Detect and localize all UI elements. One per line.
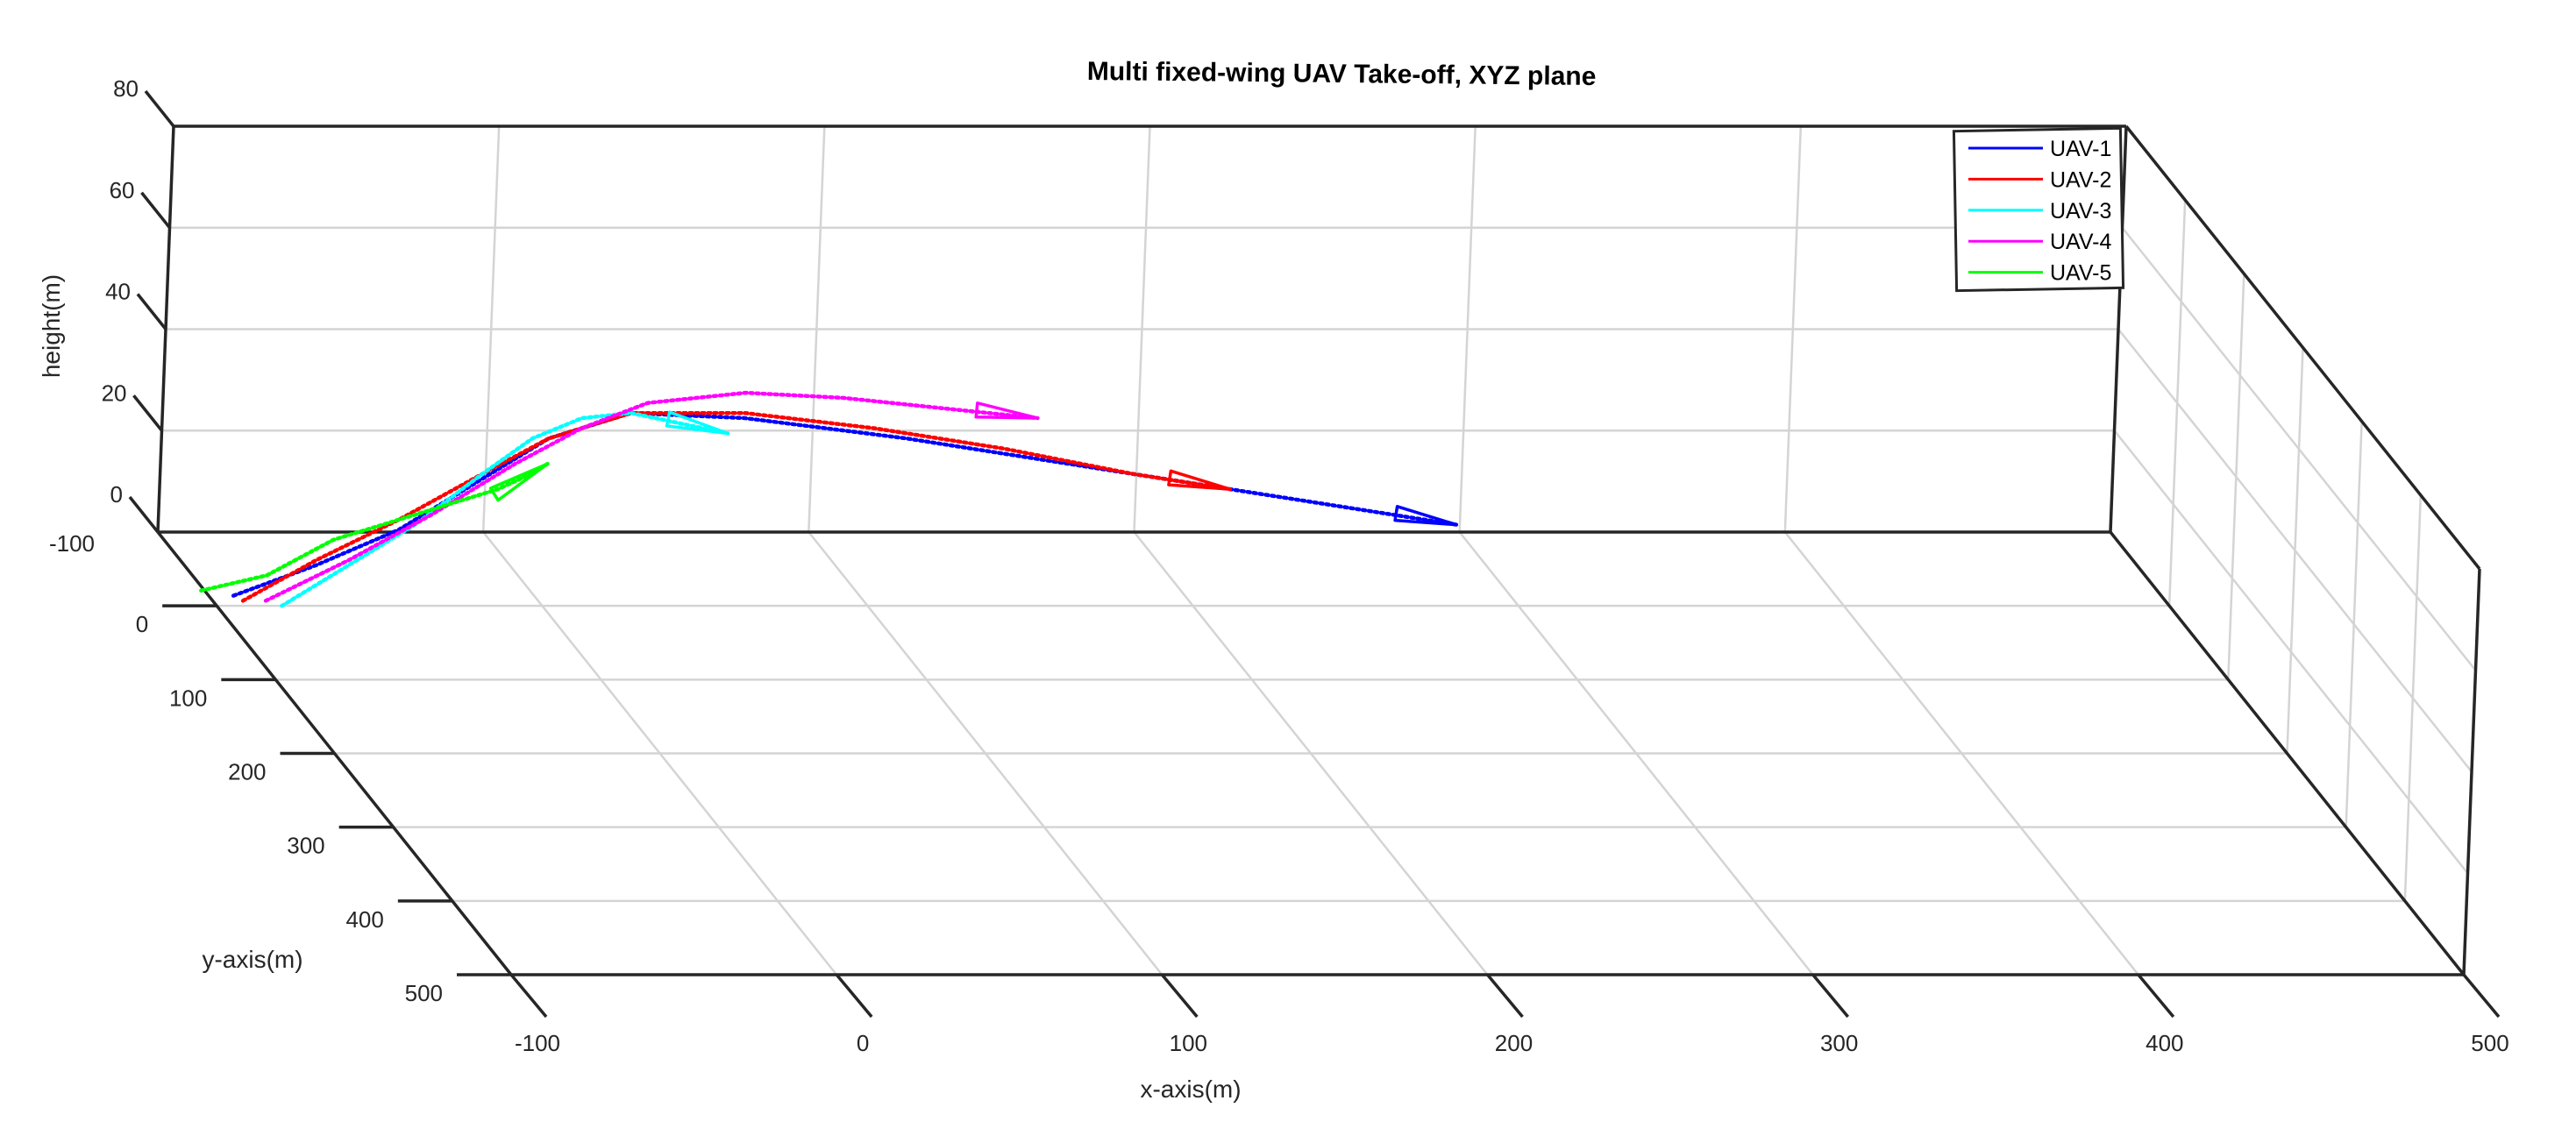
y-tick-label-1: 0 (136, 611, 148, 637)
x-axis-label: x-axis(m) (1140, 1076, 1241, 1103)
uav-marker-uav-3 (665, 410, 729, 436)
x-tick-0 (509, 973, 548, 1019)
x-tick-3 (1486, 973, 1524, 1019)
y-axis-label: y-axis(m) (202, 946, 302, 973)
side-grid-z-3 (2121, 226, 2477, 671)
z-tick-label-3: 60 (110, 177, 135, 203)
trajectory-series (199, 390, 1459, 608)
x-tick-label-5: 400 (2145, 1030, 2183, 1056)
uav-markers (488, 401, 1458, 527)
x-tick-5 (2137, 973, 2175, 1019)
z-tick-1 (132, 394, 163, 432)
legend-label-uav-5: UAV-5 (2050, 261, 2111, 286)
x-tick-2 (1160, 973, 1199, 1019)
x-tick-label-1: 0 (857, 1030, 869, 1056)
z-tick-label-1: 20 (102, 380, 127, 406)
y-tick-label-4: 300 (287, 833, 324, 859)
legend-label-uav-4: UAV-4 (2050, 230, 2111, 254)
uav-marker-uav-2 (1167, 469, 1232, 491)
box-edge-6 (2109, 530, 2466, 976)
series-line-uav-1 (231, 410, 1459, 598)
series-line-uav-2 (240, 410, 1233, 603)
z-tick-label-2: 40 (105, 279, 131, 305)
chart-title: Multi fixed-wing UAV Take-off, XYZ plane (1087, 57, 1597, 91)
box-edge-7 (2124, 124, 2481, 571)
x-tick-label-3: 200 (1495, 1030, 1533, 1056)
x-tick-4 (1811, 973, 1850, 1019)
axes-box (156, 124, 2481, 976)
y-tick-label-3: 200 (228, 759, 266, 785)
z-tick-label-0: 0 (110, 481, 123, 508)
x-tick-label-0: -100 (515, 1030, 560, 1056)
legend-label-uav-2: UAV-2 (2050, 167, 2111, 192)
uav-marker-uav-4 (974, 401, 1040, 420)
x-tick-label-6: 500 (2471, 1030, 2508, 1056)
tick-labels: -100 0 100 200 300 400 500-1000100200300400500… (49, 75, 2509, 1056)
side-grid-z-1 (2113, 430, 2469, 875)
x-tick-label-4: 300 (1820, 1030, 1858, 1056)
side-grid-z-2 (2117, 328, 2473, 773)
box-edge-3 (2109, 125, 2128, 533)
y-tick-label-2: 100 (169, 685, 207, 711)
y-tick-label-0: -100 (49, 530, 95, 557)
uav-marker-uav-5 (488, 462, 550, 502)
z-tick-4 (144, 89, 175, 128)
y-tick-label-5: 400 (345, 906, 383, 933)
x-tick-1 (835, 973, 873, 1019)
x-tick-label-2: 100 (1170, 1030, 1207, 1056)
series-line-uav-4 (263, 390, 1040, 603)
z-tick-2 (136, 293, 167, 330)
legend-label-uav-3: UAV-3 (2050, 199, 2111, 224)
legend-label-uav-1: UAV-1 (2050, 137, 2111, 161)
z-tick-0 (128, 495, 160, 534)
series-line-uav-5 (199, 461, 550, 593)
box-edge-8 (2462, 568, 2481, 976)
z-axis-label: height(m) (38, 274, 65, 378)
tick-marks (128, 89, 2501, 1019)
legend: UAV-1 UAV-2 UAV-3 UAV-4 UAV-5 (1952, 126, 2125, 293)
series-line-uav-3 (280, 410, 730, 608)
y-tick-label-6: 500 (405, 980, 443, 1006)
z-tick-label-4: 80 (113, 75, 139, 102)
x-tick-6 (2462, 973, 2501, 1019)
grid-layer (156, 124, 2481, 976)
z-tick-3 (140, 191, 171, 229)
uav-marker-uav-1 (1393, 505, 1458, 527)
